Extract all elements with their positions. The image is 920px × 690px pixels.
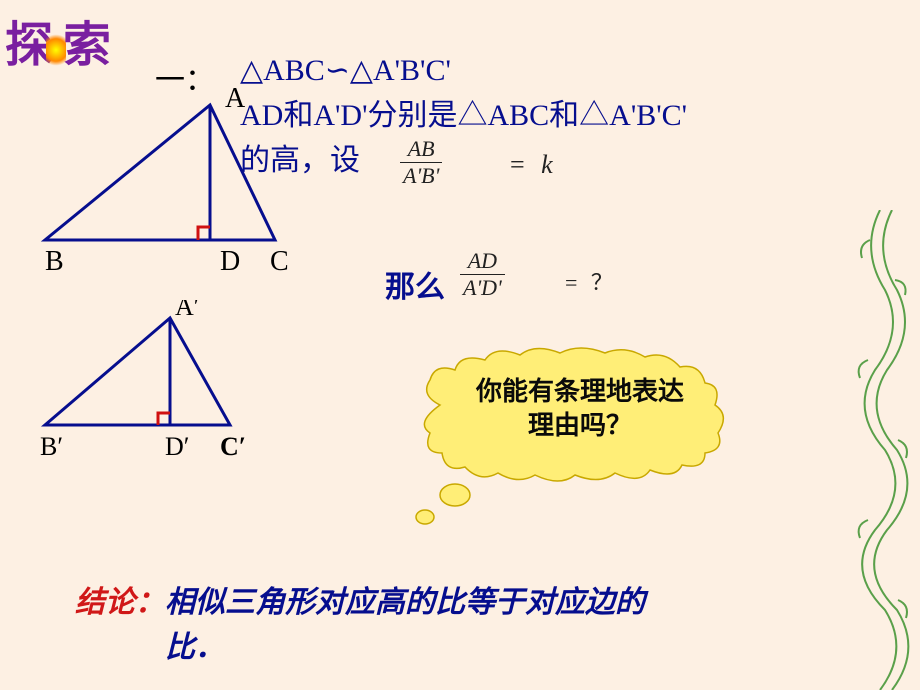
equals-question: = ？ — [565, 265, 613, 297]
statement-line1: △ABC∽△A'B'C' — [240, 48, 800, 93]
cloud-bubble1 — [440, 484, 470, 506]
tri2-right-angle — [158, 413, 170, 425]
vine-icon — [859, 210, 909, 690]
eq-sign: = — [510, 150, 525, 179]
tri2-label-c: C′ — [220, 432, 246, 461]
fraction-ad-num: AD — [460, 248, 505, 275]
conclusion-label: 结论： — [75, 586, 165, 619]
cloud-line2: 理由吗？ — [450, 409, 710, 443]
conclusion: 结论：相似三角形对应高的比等于对应边的 比． — [75, 580, 835, 670]
badge-char1: 探 — [5, 19, 49, 72]
tri2-outline — [45, 318, 230, 425]
tri1-right-angle — [198, 227, 210, 240]
statement-line2: AD和A'D'分别是△ABC和△A'B'C' — [240, 93, 800, 138]
fraction-ab: AB A'B' — [400, 136, 442, 189]
tri1-label-c: C — [270, 246, 289, 277]
tri1-label-d: D — [220, 246, 240, 277]
fraction-ad-den: A'D' — [460, 275, 505, 301]
explore-badge: 探索 — [5, 5, 107, 75]
k-var: k — [541, 150, 553, 179]
fraction-ab-den: A'B' — [400, 163, 442, 189]
question-mark: ？ — [591, 270, 613, 295]
tri1-outline — [45, 105, 275, 240]
tri1-label-b: B — [45, 246, 64, 277]
cloud-bubble2 — [416, 510, 434, 524]
then-label: 那么 — [385, 262, 445, 306]
conclusion-body2: 比． — [165, 631, 225, 664]
fraction-ab-num: AB — [400, 136, 442, 163]
triangle-aprime: A′ B′ C′ D′ — [30, 300, 280, 465]
equals-k: = k — [510, 150, 553, 180]
tri2-label-b: B′ — [40, 432, 63, 461]
tri2-label-a: A′ — [175, 300, 199, 321]
cloud-line1: 你能有条理地表达 — [450, 375, 710, 409]
right-decoration — [840, 210, 920, 690]
triangle-abc: A B C D — [30, 85, 320, 285]
conclusion-body1: 相似三角形对应高的比等于对应边的 — [165, 586, 645, 619]
tri1-label-a: A — [225, 85, 246, 114]
eq-sign2: = — [565, 270, 577, 295]
badge-char2: 索 — [63, 19, 107, 72]
cloud-text: 你能有条理地表达 理由吗？ — [450, 375, 710, 443]
tri2-label-d: D′ — [165, 432, 189, 461]
fraction-ad: AD A'D' — [460, 248, 505, 301]
